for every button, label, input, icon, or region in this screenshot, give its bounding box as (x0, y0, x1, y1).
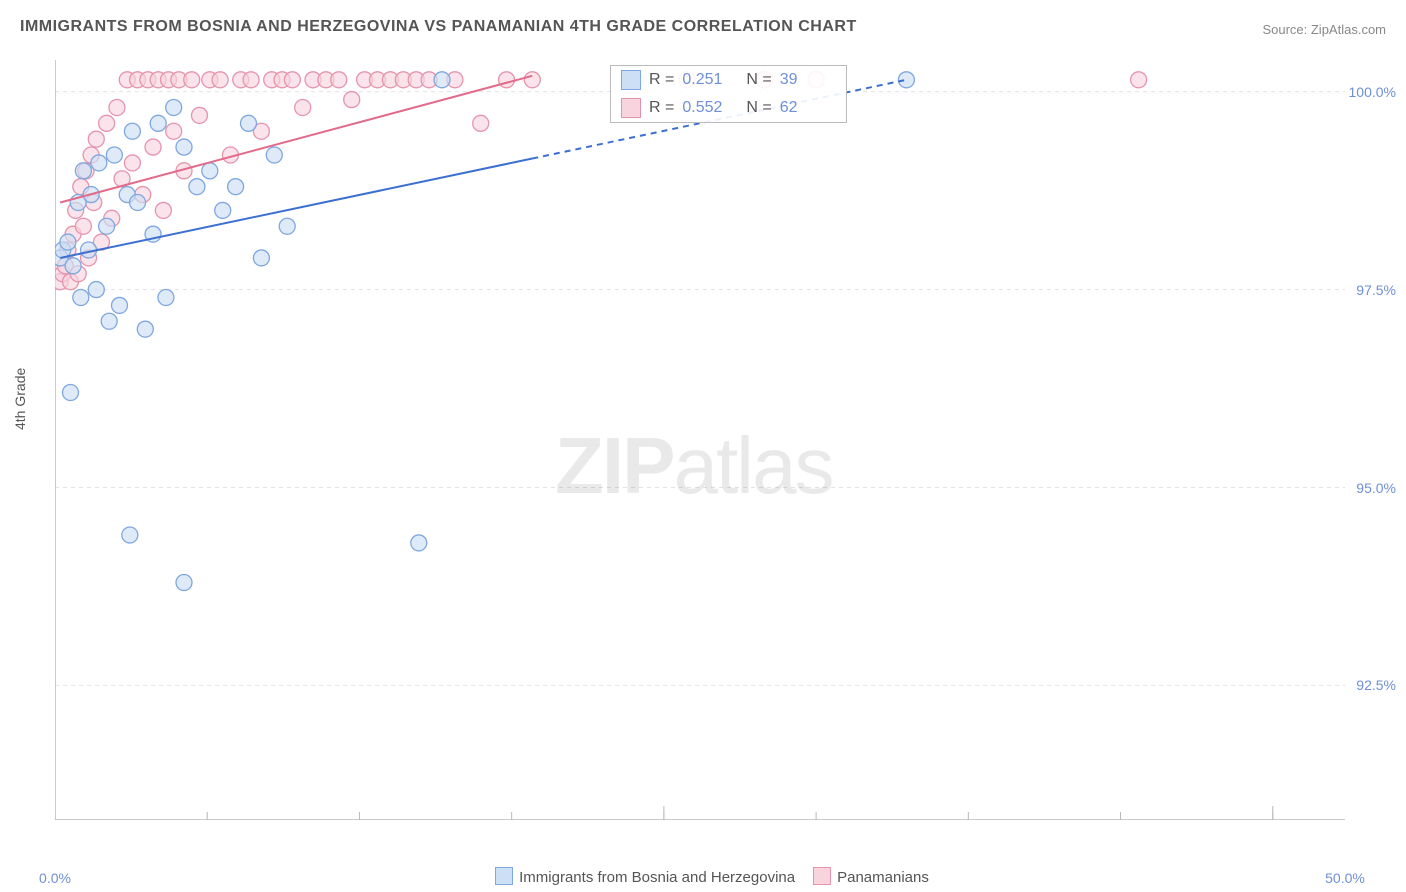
legend-R-value: 0.552 (682, 99, 738, 117)
x-tick-label: 50.0% (1325, 870, 1365, 886)
legend-swatch (621, 98, 641, 118)
legend-series-label: Panamanians (837, 869, 929, 886)
y-tick-label: 97.5% (1356, 282, 1396, 298)
legend-N-value: 39 (780, 71, 836, 89)
x-tick-label: 0.0% (39, 870, 71, 886)
legend-R-label: R = (649, 71, 674, 89)
legend-N-value: 62 (780, 99, 836, 117)
bottom-legend: Immigrants from Bosnia and Herzegovina Pa… (0, 867, 1406, 886)
legend-swatch (621, 70, 641, 90)
legend-R-value: 0.251 (682, 71, 738, 89)
y-axis-label: 4th Grade (12, 368, 28, 430)
correlation-legend: R = 0.251 N = 39 R = 0.552 N = 62 (610, 65, 847, 123)
plot-svg (55, 60, 1345, 820)
y-tick-label: 95.0% (1356, 480, 1396, 496)
legend-R-label: R = (649, 99, 674, 117)
y-tick-label: 92.5% (1356, 677, 1396, 693)
chart-title: IMMIGRANTS FROM BOSNIA AND HERZEGOVINA V… (20, 18, 857, 36)
scatter-plot: R =0.251N =39R =0.552N =62 ZIPatlas (55, 60, 1345, 820)
legend-series-label: Immigrants from Bosnia and Herzegovina (519, 869, 795, 886)
legend-swatch (495, 867, 513, 885)
legend-swatch (813, 867, 831, 885)
legend-N-label: N = (746, 99, 771, 117)
y-tick-label: 100.0% (1349, 84, 1396, 100)
legend-N-label: N = (746, 71, 771, 89)
source-label: Source: ZipAtlas.com (1262, 22, 1386, 37)
